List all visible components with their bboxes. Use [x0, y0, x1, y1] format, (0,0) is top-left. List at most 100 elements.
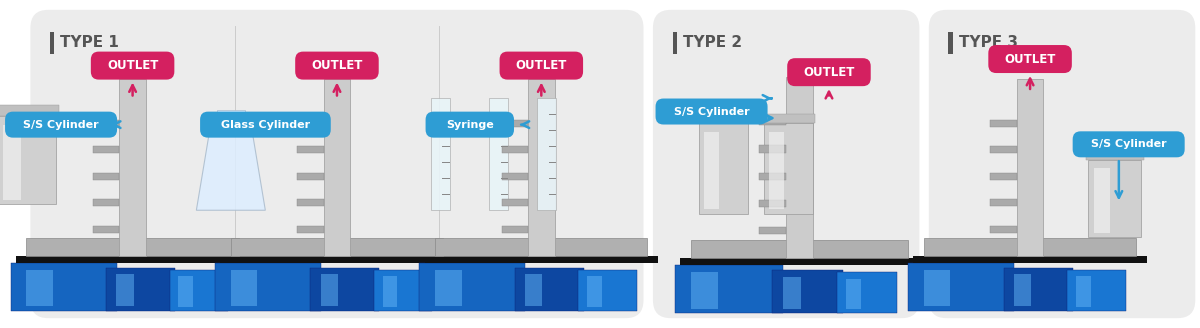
FancyBboxPatch shape — [787, 58, 871, 86]
Bar — [502, 173, 528, 180]
Text: S/S Cylinder: S/S Cylinder — [23, 120, 98, 130]
Bar — [990, 173, 1016, 180]
Bar — [548, 162, 556, 163]
Bar — [1067, 271, 1126, 311]
Bar — [436, 238, 648, 256]
Bar — [769, 133, 784, 209]
Bar — [502, 120, 528, 127]
FancyBboxPatch shape — [499, 51, 583, 80]
Bar — [758, 200, 786, 207]
Bar — [16, 256, 250, 263]
Text: Glass Cylinder: Glass Cylinder — [221, 120, 310, 130]
Bar — [538, 98, 556, 210]
Bar — [298, 226, 324, 233]
Bar — [217, 110, 245, 128]
Bar — [500, 162, 509, 163]
Bar — [680, 257, 919, 265]
Bar — [700, 123, 748, 214]
Bar — [298, 199, 324, 206]
Bar — [990, 146, 1016, 153]
Bar — [436, 271, 462, 306]
Bar — [92, 120, 119, 127]
FancyBboxPatch shape — [200, 112, 331, 138]
FancyBboxPatch shape — [426, 112, 514, 138]
Bar — [374, 271, 432, 311]
Bar — [758, 227, 786, 234]
Bar — [764, 123, 814, 214]
Bar — [230, 238, 443, 256]
Bar — [502, 199, 528, 206]
Bar — [526, 275, 542, 306]
FancyBboxPatch shape — [655, 98, 768, 125]
Bar — [106, 268, 175, 311]
Bar — [443, 146, 450, 147]
Bar — [1086, 151, 1144, 160]
Bar — [1088, 160, 1141, 237]
FancyBboxPatch shape — [5, 112, 118, 138]
Bar — [762, 114, 816, 123]
Bar — [92, 173, 119, 180]
Bar — [578, 271, 637, 311]
Bar — [500, 178, 509, 179]
FancyBboxPatch shape — [30, 10, 643, 318]
Bar — [758, 145, 786, 153]
Bar — [758, 173, 786, 180]
FancyBboxPatch shape — [1073, 131, 1184, 157]
Bar — [515, 268, 583, 311]
Bar — [92, 146, 119, 153]
FancyBboxPatch shape — [295, 51, 379, 80]
Bar — [990, 120, 1016, 127]
Bar — [298, 146, 324, 153]
Bar — [490, 98, 509, 210]
Bar — [548, 114, 556, 115]
Bar — [419, 263, 526, 311]
Bar — [587, 277, 602, 307]
Bar — [1003, 268, 1073, 311]
Bar — [548, 178, 556, 179]
Bar — [500, 146, 509, 147]
Bar — [0, 116, 55, 204]
Bar — [758, 118, 786, 125]
Bar — [838, 272, 898, 314]
Bar — [116, 275, 133, 306]
Bar — [502, 226, 528, 233]
Bar — [4, 125, 20, 200]
Polygon shape — [197, 128, 265, 210]
Bar — [674, 265, 784, 314]
Bar — [1076, 277, 1091, 307]
Text: TYPE 1: TYPE 1 — [60, 35, 119, 50]
Bar — [169, 271, 228, 311]
Bar — [500, 114, 509, 115]
Text: OUTLET: OUTLET — [107, 59, 158, 72]
Bar — [548, 146, 556, 147]
Bar — [431, 98, 450, 210]
Bar — [179, 277, 193, 307]
Text: TYPE 3: TYPE 3 — [959, 35, 1018, 50]
Bar — [230, 271, 257, 306]
Bar — [443, 130, 450, 131]
Bar — [786, 76, 814, 257]
Bar — [50, 31, 54, 54]
Bar — [26, 271, 53, 306]
Bar — [548, 130, 556, 131]
Bar — [990, 226, 1016, 233]
Bar — [691, 272, 718, 309]
Bar — [1093, 168, 1110, 233]
Text: Syringe: Syringe — [446, 120, 493, 130]
Bar — [0, 106, 59, 116]
Bar — [924, 271, 950, 306]
Bar — [691, 239, 908, 257]
Bar — [948, 31, 953, 54]
FancyBboxPatch shape — [653, 10, 919, 318]
FancyBboxPatch shape — [989, 45, 1072, 73]
Bar — [1016, 79, 1043, 256]
Bar — [1014, 275, 1031, 306]
Bar — [425, 256, 658, 263]
Bar — [913, 256, 1147, 263]
Bar — [311, 268, 379, 311]
Text: TYPE 2: TYPE 2 — [683, 35, 742, 50]
Bar — [383, 277, 397, 307]
Bar — [528, 79, 554, 256]
Bar — [502, 146, 528, 153]
Bar — [443, 194, 450, 195]
